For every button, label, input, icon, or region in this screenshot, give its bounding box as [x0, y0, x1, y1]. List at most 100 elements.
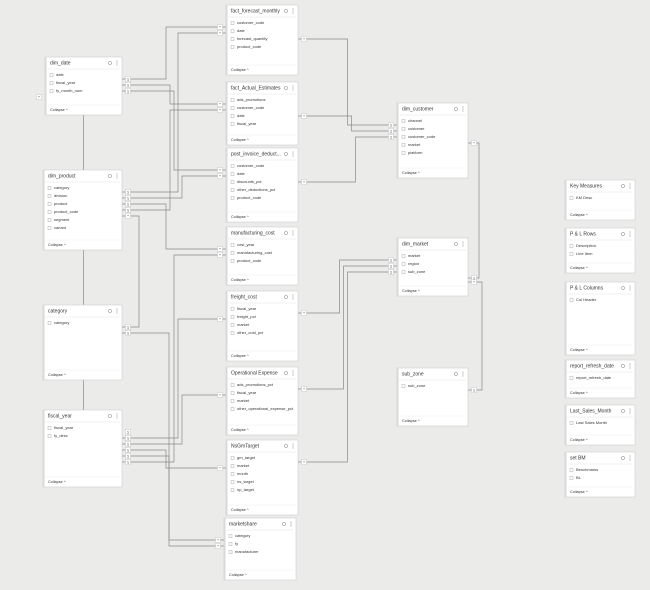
field-name[interactable]: customer_code	[237, 105, 265, 110]
visibility-icon[interactable]	[284, 152, 288, 156]
collapse-button[interactable]: Collapse ^	[48, 243, 66, 247]
visibility-icon[interactable]	[454, 242, 458, 246]
table-card[interactable]: fiscal_year fiscal_year fy_desc Collapse ^	[42, 409, 123, 488]
field-name[interactable]: other_deductions_pct	[237, 187, 276, 192]
table-card[interactable]: P & L Columns Col Header Collapse ^	[564, 281, 636, 356]
field-name[interactable]: fy	[235, 541, 238, 546]
relationship[interactable]: 1*	[468, 279, 483, 393]
visibility-icon[interactable]	[621, 232, 625, 236]
visibility-icon[interactable]	[621, 456, 625, 460]
collapse-button[interactable]: Collapse ^	[48, 373, 66, 377]
relationship[interactable]: 1*	[122, 173, 226, 201]
relationship[interactable]: 1*	[122, 392, 226, 447]
collapse-button[interactable]: Collapse ^	[570, 391, 588, 395]
field-name[interactable]: ns_target	[237, 479, 255, 484]
table-card[interactable]: Operational Expense ads_promotions_pctfis…	[225, 366, 299, 436]
table-card[interactable]: category category Collapse ^	[42, 304, 123, 381]
table-card[interactable]: marketshare category fy manufacturer Collaps…	[223, 517, 297, 581]
visibility-icon[interactable]	[108, 61, 112, 65]
field-name[interactable]: gm_target	[237, 455, 256, 460]
table-card[interactable]: Key Measures KM Desc Collapse ^	[564, 179, 636, 221]
field-name[interactable]: sub_zone	[408, 269, 426, 274]
relationship[interactable]: 1*	[122, 213, 140, 330]
field-name[interactable]: market	[408, 253, 421, 258]
field-name[interactable]: manufacturing_cost	[237, 250, 273, 255]
field-name[interactable]: category	[235, 533, 250, 538]
collapse-button[interactable]: Collapse ^	[570, 266, 588, 270]
relationship[interactable]: 1*	[122, 447, 226, 471]
field-name[interactable]: variant	[54, 225, 67, 230]
field-name[interactable]: sub_zone	[408, 383, 426, 388]
field-name[interactable]: platform	[408, 150, 423, 155]
field-name[interactable]: month	[237, 471, 248, 476]
relationship[interactable]: 1*	[298, 269, 397, 465]
field-name[interactable]: fiscal_year	[237, 306, 257, 311]
relationship[interactable]: 1*	[122, 330, 224, 543]
relationship[interactable]: 1*	[122, 107, 226, 213]
visibility-icon[interactable]	[108, 174, 112, 178]
collapse-button[interactable]: Collapse ^	[231, 508, 249, 512]
visibility-icon[interactable]	[284, 231, 288, 235]
relationship[interactable]: 1*	[122, 24, 226, 82]
visibility-icon[interactable]	[621, 286, 625, 290]
collapse-button[interactable]: Collapse ^	[231, 138, 249, 142]
visibility-icon[interactable]	[282, 522, 286, 526]
field-name[interactable]: date	[237, 171, 246, 176]
relationship[interactable]: 1*	[122, 88, 226, 173]
visibility-icon[interactable]	[284, 295, 288, 299]
field-name[interactable]: date	[237, 28, 246, 33]
field-name[interactable]: ads_promotions_pct	[237, 382, 274, 387]
collapse-button[interactable]: Collapse ^	[229, 573, 247, 577]
collapse-button[interactable]: Collapse ^	[402, 419, 420, 423]
field-name[interactable]: manufacturer	[235, 549, 259, 554]
relationship[interactable]: 1*	[36, 94, 131, 435]
collapse-button[interactable]: Collapse ^	[231, 354, 249, 358]
visibility-icon[interactable]	[108, 414, 112, 418]
table-card[interactable]: report_refresh_date report_refresh_date Co…	[564, 359, 636, 399]
visibility-icon[interactable]	[621, 184, 625, 188]
field-name[interactable]: fiscal_year	[54, 425, 74, 430]
collapse-button[interactable]: Collapse ^	[402, 289, 420, 293]
field-name[interactable]: market	[408, 142, 421, 147]
relationship[interactable]: 1*	[298, 113, 397, 134]
table-card[interactable]: Last_Sales_Month Last Sales Month Collapse…	[564, 404, 636, 446]
field-name[interactable]: market	[237, 463, 250, 468]
field-name[interactable]: product_code	[237, 258, 262, 263]
field-name[interactable]: Last Sales Month	[576, 420, 607, 425]
field-name[interactable]: Benchmarks	[576, 467, 598, 472]
collapse-button[interactable]: Collapse ^	[570, 348, 588, 352]
visibility-icon[interactable]	[284, 444, 288, 448]
field-name[interactable]: customer_code	[237, 20, 265, 25]
field-name[interactable]: market	[237, 398, 250, 403]
field-name[interactable]: fiscal_year	[237, 121, 257, 126]
relationship[interactable]: 1*	[122, 82, 226, 107]
collapse-button[interactable]: Collapse ^	[231, 428, 249, 432]
collapse-button[interactable]: Collapse ^	[570, 213, 588, 217]
field-name[interactable]: fy_month_num	[56, 88, 83, 93]
field-name[interactable]: product_code	[237, 44, 262, 49]
table-card[interactable]: sub_zone sub_zone Collapse ^	[396, 367, 469, 427]
table-card[interactable]: P & L Rows Description Line Item Collapse ^	[564, 227, 636, 274]
table-card[interactable]: manufacturing_cost cost_year manufacturing…	[225, 226, 299, 286]
table-card[interactable]: dim_product category division product produc…	[42, 169, 123, 251]
table-card[interactable]: set BM Benchmarks BL Collapse ^	[564, 451, 636, 498]
field-name[interactable]: customer_code	[408, 134, 436, 139]
relationship[interactable]: 1*	[298, 263, 397, 392]
field-name[interactable]: customer_code	[237, 163, 265, 168]
field-name[interactable]: segment	[54, 217, 70, 222]
field-name[interactable]: category	[54, 320, 69, 325]
field-name[interactable]: date	[56, 72, 65, 77]
visibility-icon[interactable]	[284, 9, 288, 13]
collapse-button[interactable]: Collapse ^	[231, 215, 249, 219]
relationship[interactable]: 1*	[298, 257, 397, 316]
relationship[interactable]: 1*	[298, 36, 397, 128]
collapse-button[interactable]: Collapse ^	[402, 171, 420, 175]
field-name[interactable]: customer	[408, 126, 425, 131]
field-name[interactable]: market	[237, 322, 250, 327]
field-name[interactable]: other_operational_expense_pct	[237, 406, 294, 411]
